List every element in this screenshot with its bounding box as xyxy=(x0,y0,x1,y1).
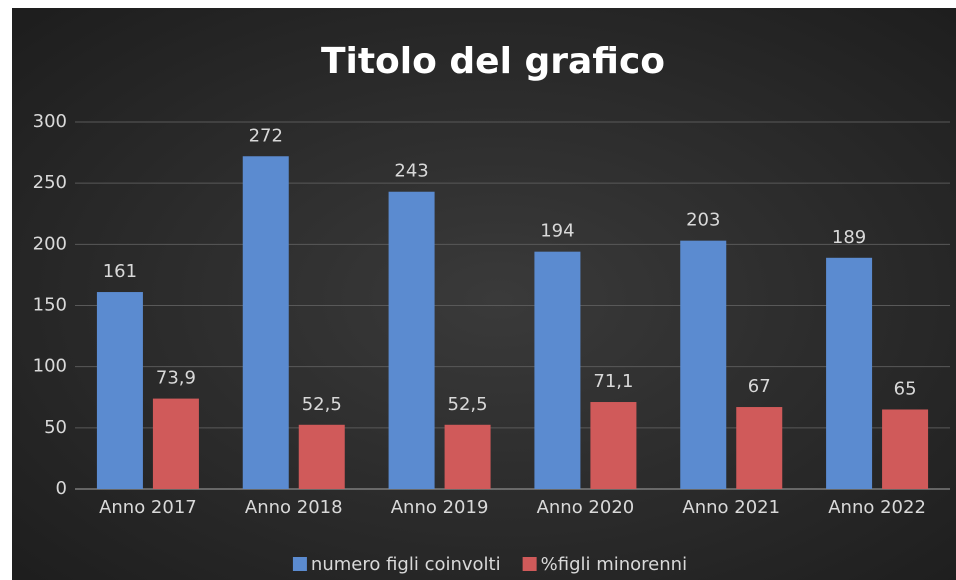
value-label: 71,1 xyxy=(593,371,633,392)
value-label: 243 xyxy=(394,161,428,182)
value-label: 203 xyxy=(686,210,720,231)
legend-label: %figli minorenni xyxy=(541,554,687,575)
value-label: 194 xyxy=(540,221,574,242)
chart-background xyxy=(12,8,956,580)
value-label: 67 xyxy=(748,376,771,397)
legend-swatch xyxy=(522,557,537,571)
x-tick-label: Anno 2021 xyxy=(682,497,780,518)
bar xyxy=(826,257,873,489)
bar xyxy=(242,156,289,489)
legend-swatch xyxy=(292,557,307,571)
bar xyxy=(680,240,727,489)
y-tick-label: 100 xyxy=(33,356,67,377)
value-label: 161 xyxy=(103,261,137,282)
value-label: 272 xyxy=(249,125,283,146)
bar xyxy=(96,292,143,489)
value-label: 189 xyxy=(832,227,866,248)
bar xyxy=(736,407,783,489)
x-tick-label: Anno 2018 xyxy=(245,497,343,518)
y-tick-label: 0 xyxy=(56,478,67,499)
y-tick-label: 200 xyxy=(33,233,67,254)
value-label: 52,5 xyxy=(302,394,342,415)
x-tick-label: Anno 2022 xyxy=(828,497,926,518)
value-label: 73,9 xyxy=(156,368,196,389)
x-tick-label: Anno 2017 xyxy=(99,497,197,518)
bar xyxy=(882,409,929,489)
bar xyxy=(298,424,345,489)
legend-label: numero figli coinvolti xyxy=(311,554,501,575)
bar xyxy=(388,191,435,490)
y-tick-label: 250 xyxy=(33,172,67,193)
x-tick-label: Anno 2020 xyxy=(537,497,635,518)
bar xyxy=(534,251,581,489)
bar xyxy=(444,424,491,489)
value-label: 65 xyxy=(894,378,917,399)
bar xyxy=(590,402,637,489)
y-tick-label: 50 xyxy=(44,417,67,438)
bar xyxy=(152,398,199,489)
value-label: 52,5 xyxy=(448,394,488,415)
x-tick-label: Anno 2019 xyxy=(391,497,489,518)
y-tick-label: 150 xyxy=(33,295,67,316)
chart-title: Titolo del grafico xyxy=(321,41,665,82)
y-tick-label: 300 xyxy=(33,111,67,132)
